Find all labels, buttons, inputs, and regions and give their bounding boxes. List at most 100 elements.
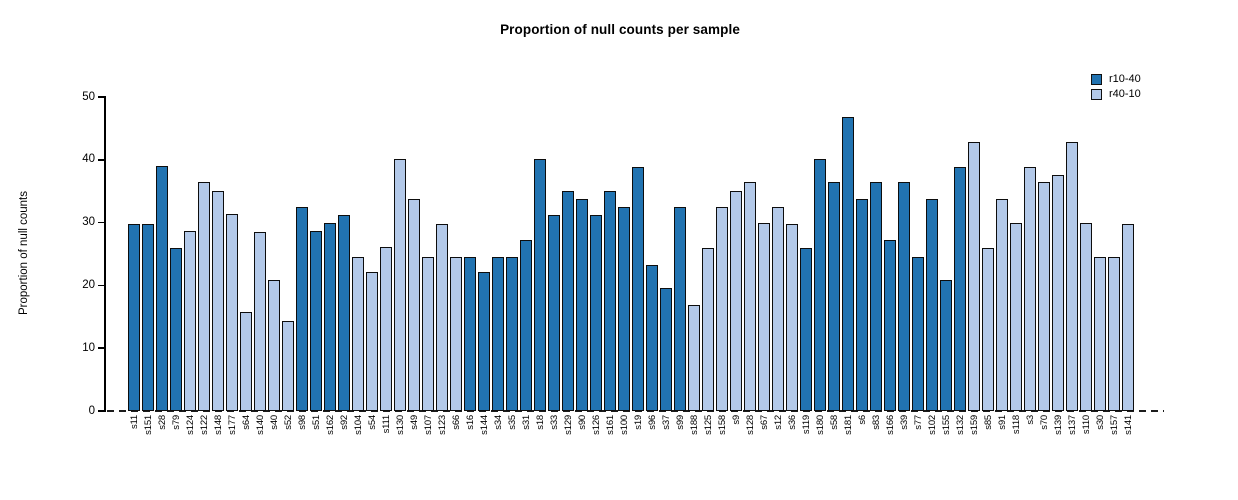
- x-axis-label: s11: [128, 415, 140, 430]
- x-axis-label: s77: [912, 415, 924, 430]
- x-axis-label: s140: [254, 415, 266, 435]
- y-tick-label: 30: [82, 216, 95, 229]
- bar-s162: [324, 223, 336, 411]
- y-tick-label: 20: [82, 278, 95, 291]
- y-tick-label: 50: [82, 90, 95, 103]
- bar-slot-s51: s51: [309, 95, 323, 430]
- bar-slot-s100: s100: [617, 95, 631, 435]
- x-axis-label: s98: [296, 415, 308, 430]
- bar-s33: [548, 215, 560, 411]
- bar-slot-s181: s181: [841, 95, 855, 435]
- bar-slot-s159: s159: [967, 95, 981, 435]
- bar-slot-s66: s66: [449, 95, 463, 430]
- bar-s123: [436, 223, 448, 411]
- y-tick-label: 0: [88, 404, 95, 417]
- bar-s158: [716, 206, 728, 411]
- bar-s90: [576, 199, 588, 411]
- bar-slot-s34: s34: [491, 95, 505, 430]
- bar-slot-s148: s148: [211, 95, 225, 435]
- bar-slot-s123: s123: [435, 95, 449, 435]
- bar-slot-s126: s126: [589, 95, 603, 435]
- bar-s70: [1038, 182, 1050, 411]
- bar-s177: [226, 214, 238, 411]
- x-axis-label: s66: [450, 415, 462, 430]
- bar-slot-s49: s49: [407, 95, 421, 430]
- x-axis-label: s92: [338, 415, 350, 430]
- bar-slot-s9: s9: [729, 95, 743, 425]
- bar-s130: [394, 158, 406, 411]
- bar-s141: [1122, 223, 1134, 411]
- bar-s58: [828, 182, 840, 411]
- bar-slot-s161: s161: [603, 95, 617, 435]
- bar-slot-s141: s141: [1121, 95, 1135, 435]
- bar-slot-s158: s158: [715, 95, 729, 435]
- x-axis-label: s36: [786, 415, 798, 430]
- x-axis-label: s16: [464, 415, 476, 430]
- bar-slot-s151: s151: [141, 95, 155, 435]
- bar-slot-s166: s166: [883, 95, 897, 435]
- bar-slot-s90: s90: [575, 95, 589, 430]
- x-axis-label: s125: [702, 415, 714, 435]
- bar-s100: [618, 206, 630, 411]
- x-axis-label: s31: [520, 415, 532, 430]
- bar-s102: [926, 198, 938, 411]
- bar-slot-s79: s79: [169, 95, 183, 430]
- bar-s77: [912, 256, 924, 411]
- x-axis-label: s35: [506, 415, 518, 430]
- x-axis-label: s139: [1052, 415, 1064, 435]
- bar-slot-s128: s128: [743, 95, 757, 435]
- bar-slot-s67: s67: [757, 95, 771, 430]
- bar-s126: [590, 215, 602, 411]
- bar-s52: [282, 321, 294, 411]
- bar-s37: [660, 287, 672, 411]
- bar-slot-s129: s129: [561, 95, 575, 435]
- bar-slot-s36: s36: [785, 95, 799, 430]
- x-axis-label: s177: [226, 415, 238, 435]
- bar-s98: [296, 206, 308, 411]
- x-axis-label: s181: [842, 415, 854, 435]
- x-axis-label: s155: [940, 415, 952, 435]
- bar-slot-s64: s64: [239, 95, 253, 430]
- x-axis-label: s102: [926, 415, 938, 435]
- bar-slot-s130: s130: [393, 95, 407, 435]
- x-axis-label: s104: [352, 415, 364, 435]
- x-axis-label: s126: [590, 415, 602, 435]
- x-axis-label: s40: [268, 415, 280, 430]
- bar-s12: [772, 206, 784, 411]
- x-axis-label: s129: [562, 415, 574, 435]
- bar-s181: [842, 117, 854, 411]
- y-tick-mark: [98, 159, 105, 161]
- bar-slot-s85: s85: [981, 95, 995, 430]
- x-axis-label: s128: [744, 415, 756, 435]
- bars-container: s11 s151 s28 s79 s124 s122 s148 s177 s64 s140 s40 s…: [127, 95, 1135, 435]
- bar-s119: [800, 247, 812, 411]
- bar-s35: [506, 256, 518, 411]
- bar-slot-s58: s58: [827, 95, 841, 430]
- bar-slot-s35: s35: [505, 95, 519, 430]
- x-axis-label: s70: [1038, 415, 1050, 430]
- bar-s19: [632, 166, 644, 411]
- legend: r10-40 r40-10: [1091, 72, 1141, 102]
- x-axis-label: s161: [604, 415, 616, 435]
- bar-s188: [688, 304, 700, 411]
- x-axis-label: s91: [996, 415, 1008, 430]
- bar-s137: [1066, 142, 1078, 411]
- x-axis-label: s157: [1108, 415, 1120, 435]
- bar-slot-s3: s3: [1023, 95, 1037, 425]
- bar-slot-s139: s139: [1051, 95, 1065, 435]
- bar-s159: [968, 142, 980, 411]
- x-axis-label: s151: [142, 415, 154, 435]
- x-axis-label: s148: [212, 415, 224, 435]
- bar-s39: [898, 182, 910, 411]
- bar-slot-s11: s11: [127, 95, 141, 429]
- x-axis-label: s100: [618, 415, 630, 435]
- x-axis-label: s166: [884, 415, 896, 435]
- bar-slot-s125: s125: [701, 95, 715, 435]
- x-axis-label: s6: [856, 415, 868, 425]
- bar-s132: [954, 166, 966, 411]
- x-axis-label: s30: [1094, 415, 1106, 430]
- y-tick-mark: [98, 347, 105, 349]
- bar-s51: [310, 231, 322, 411]
- bar-slot-s132: s132: [953, 95, 967, 435]
